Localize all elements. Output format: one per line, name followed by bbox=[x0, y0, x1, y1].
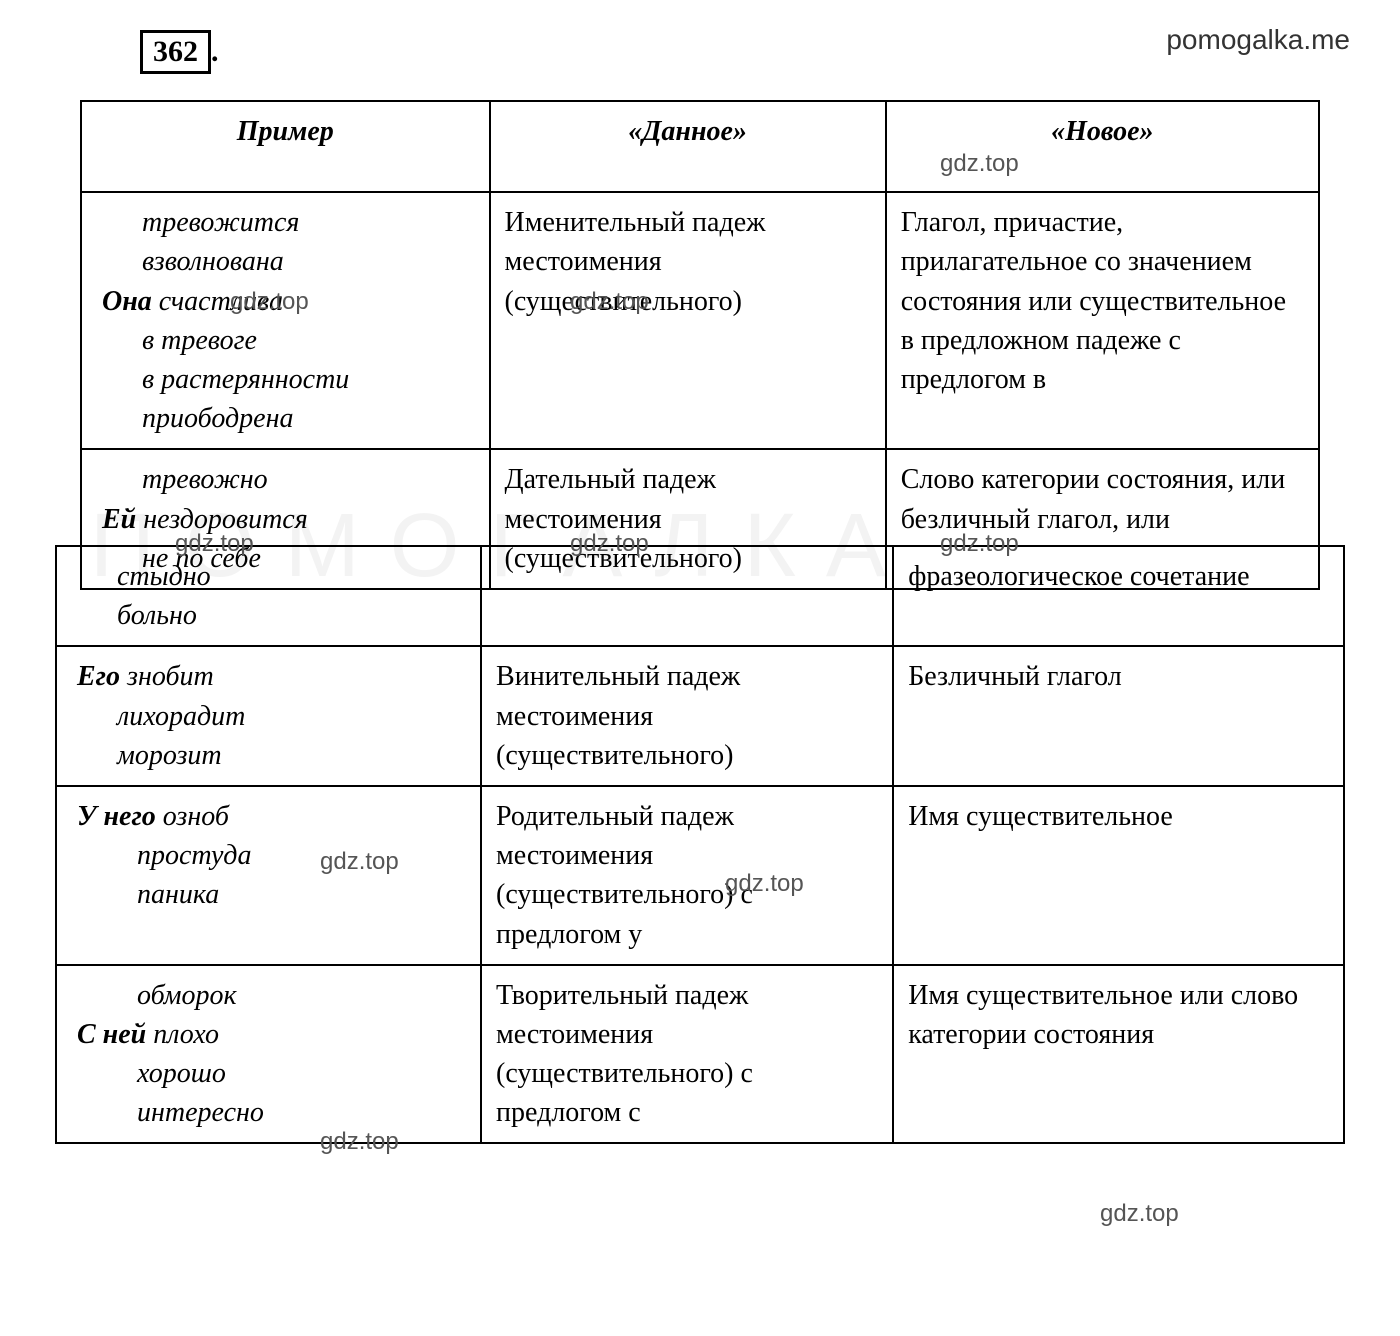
given-cell bbox=[481, 546, 893, 646]
exercise-dot: . bbox=[211, 35, 219, 68]
example-text: озноб bbox=[156, 801, 229, 832]
example-line: приободрена bbox=[102, 399, 475, 438]
example-line: тревожно bbox=[102, 460, 475, 499]
example-line: в тревоге bbox=[102, 321, 475, 360]
pronoun: У него bbox=[77, 801, 156, 832]
new-cell: Безличный глагол bbox=[893, 646, 1344, 786]
example-line: простуда bbox=[77, 836, 466, 875]
watermark-top: pomogalka.me bbox=[1166, 24, 1350, 56]
header-given: «Данное» bbox=[490, 101, 886, 192]
example-text: нездоровится bbox=[136, 504, 308, 535]
example-cell: стыднобольно bbox=[56, 546, 481, 646]
table-row: стыднобольно фразеологическое сочетание bbox=[56, 546, 1344, 646]
table-2-wrapper: стыднобольно фразеологическое сочетание Ег… bbox=[55, 545, 1345, 1144]
example-cell: Его знобитлихорадитморозит bbox=[56, 646, 481, 786]
example-text: знобит bbox=[120, 661, 214, 692]
new-cell: Имя существительное или слово категории … bbox=[893, 965, 1344, 1144]
example-line: Его знобит bbox=[77, 657, 466, 696]
exercise-number-box: 362 bbox=[140, 30, 211, 74]
example-line: паника bbox=[77, 875, 466, 914]
table-header-row: Пример «Данное» «Новое» bbox=[81, 101, 1319, 192]
pronoun: Его bbox=[77, 661, 120, 692]
grammar-table-2: стыднобольно фразеологическое сочетание Ег… bbox=[55, 545, 1345, 1144]
given-cell: Родительный падеж местоимения (существит… bbox=[481, 786, 893, 965]
grammar-table-1: Пример «Данное» «Новое» тревожитсявзволн… bbox=[80, 100, 1320, 590]
new-cell: Глагол, причастие, прилагательное со зна… bbox=[886, 192, 1319, 449]
table-1-wrapper: Пример «Данное» «Новое» тревожитсявзволн… bbox=[80, 100, 1320, 590]
new-cell: фразеологическое сочетание bbox=[893, 546, 1344, 646]
given-cell: Творительный падеж местоимения (существи… bbox=[481, 965, 893, 1144]
example-cell: обморокС ней плохохорошоинтересно bbox=[56, 965, 481, 1144]
example-line: У него озноб bbox=[77, 797, 466, 836]
example-text: счастлива bbox=[152, 286, 283, 317]
pronoun: С ней bbox=[77, 1019, 146, 1050]
example-line: тревожится bbox=[102, 203, 475, 242]
pronoun: Она bbox=[102, 286, 152, 317]
header-example: Пример bbox=[81, 101, 490, 192]
example-line: интересно bbox=[77, 1093, 466, 1132]
example-line: взволнована bbox=[102, 242, 475, 281]
example-cell: тревожитсявзволнованаОна счастливав трев… bbox=[81, 192, 490, 449]
table-row: обморокС ней плохохорошоинтересноТворите… bbox=[56, 965, 1344, 1144]
header-new: «Новое» bbox=[886, 101, 1319, 192]
example-text: плохо bbox=[146, 1019, 219, 1050]
example-line: Ей нездоровится bbox=[102, 500, 475, 539]
table-body-1: тревожитсявзволнованаОна счастливав трев… bbox=[81, 192, 1319, 589]
table-row: У него ознобпростудапаникаРодительный па… bbox=[56, 786, 1344, 965]
example-line: стыдно bbox=[77, 557, 466, 596]
gdz-watermark: gdz.top bbox=[1100, 1200, 1179, 1228]
example-cell: У него ознобпростудапаника bbox=[56, 786, 481, 965]
example-line: больно bbox=[77, 596, 466, 635]
table-body-2: стыднобольно фразеологическое сочетание Ег… bbox=[56, 546, 1344, 1143]
table-row: Его знобитлихорадитморозитВинительный па… bbox=[56, 646, 1344, 786]
table-row: тревожитсявзволнованаОна счастливав трев… bbox=[81, 192, 1319, 449]
pronoun: Ей bbox=[102, 504, 136, 535]
example-line: морозит bbox=[77, 736, 466, 775]
example-line: лихорадит bbox=[77, 697, 466, 736]
new-cell: Имя существительное bbox=[893, 786, 1344, 965]
exercise-number: 362. bbox=[140, 30, 219, 74]
given-cell: Именительный падеж местоимения (существи… bbox=[490, 192, 886, 449]
example-line: в растерянности bbox=[102, 360, 475, 399]
example-line: хорошо bbox=[77, 1054, 466, 1093]
given-cell: Винительный падеж местоимения (существит… bbox=[481, 646, 893, 786]
example-line: обморок bbox=[77, 976, 466, 1015]
example-line: Она счастлива bbox=[102, 282, 475, 321]
example-line: С ней плохо bbox=[77, 1015, 466, 1054]
